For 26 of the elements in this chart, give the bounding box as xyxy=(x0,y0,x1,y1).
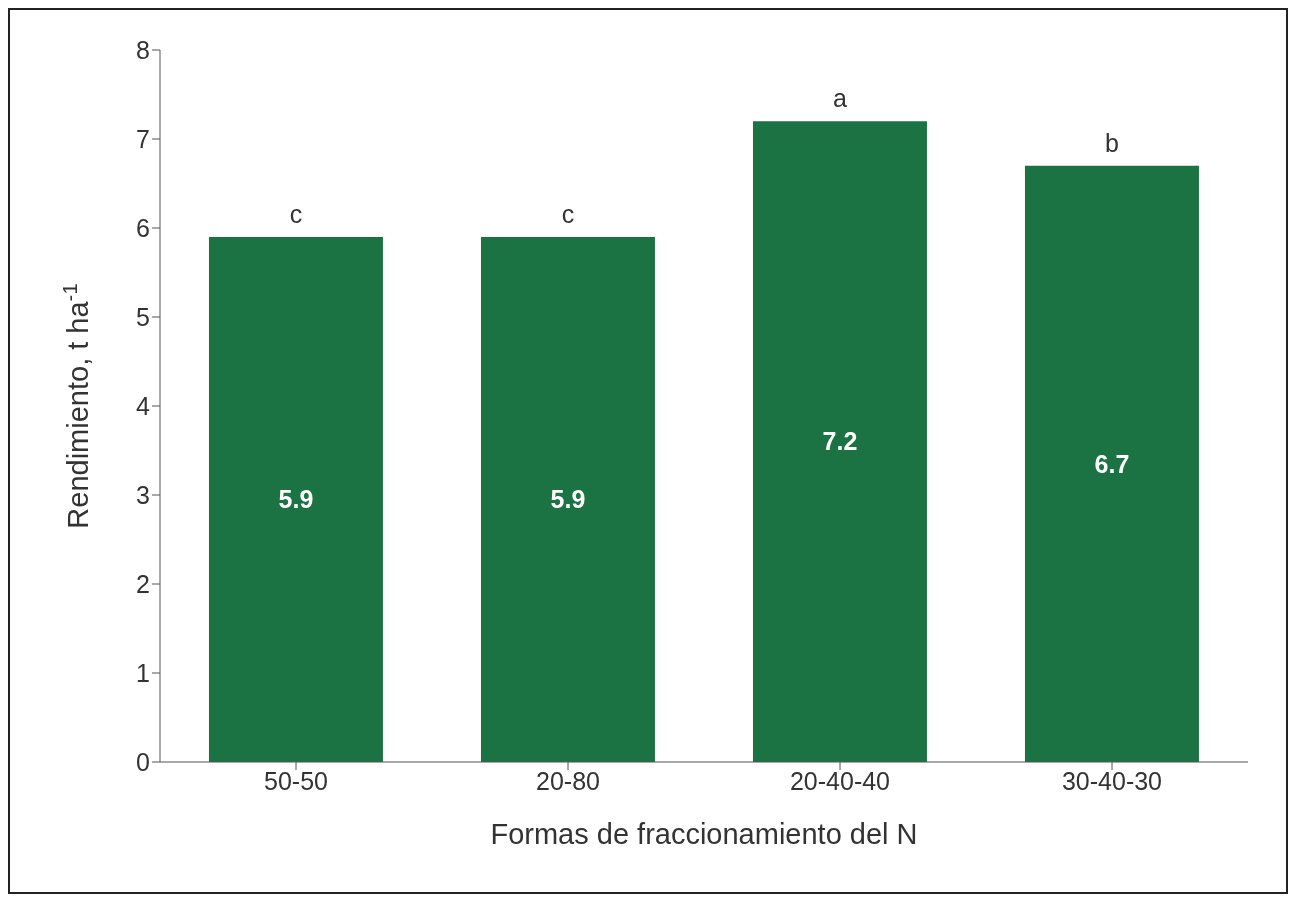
bar xyxy=(480,236,655,762)
x-tick-label: 20-80 xyxy=(536,766,600,795)
y-tick-label: 7 xyxy=(136,124,150,153)
y-tick-label: 1 xyxy=(136,658,150,687)
bar xyxy=(752,121,927,762)
x-tick-label: 50-50 xyxy=(264,766,328,795)
y-tick-label: 5 xyxy=(136,302,150,331)
data-label: 5.9 xyxy=(278,485,314,514)
bar xyxy=(208,236,383,762)
x-tick-label: 30-40-30 xyxy=(1061,766,1163,795)
annotation: a xyxy=(833,84,848,113)
y-tick-label: 6 xyxy=(136,213,150,242)
y-tick-label: 8 xyxy=(136,35,150,64)
bar xyxy=(1024,165,1199,762)
annotation: c xyxy=(289,199,303,228)
x-axis-title: Formas de fraccionamiento del N xyxy=(490,818,918,850)
y-tick-label: 3 xyxy=(136,480,150,509)
annotation: c xyxy=(561,199,575,228)
annotation: b xyxy=(1105,128,1119,157)
y-tick-label: 2 xyxy=(136,569,150,598)
data-label: 6.7 xyxy=(1094,449,1130,478)
y-tick-label: 0 xyxy=(136,747,150,776)
data-label: 5.9 xyxy=(550,485,586,514)
x-tick-label: 20-40-40 xyxy=(789,766,891,795)
y-tick-label: 4 xyxy=(136,391,151,420)
data-label: 7.2 xyxy=(822,427,858,456)
